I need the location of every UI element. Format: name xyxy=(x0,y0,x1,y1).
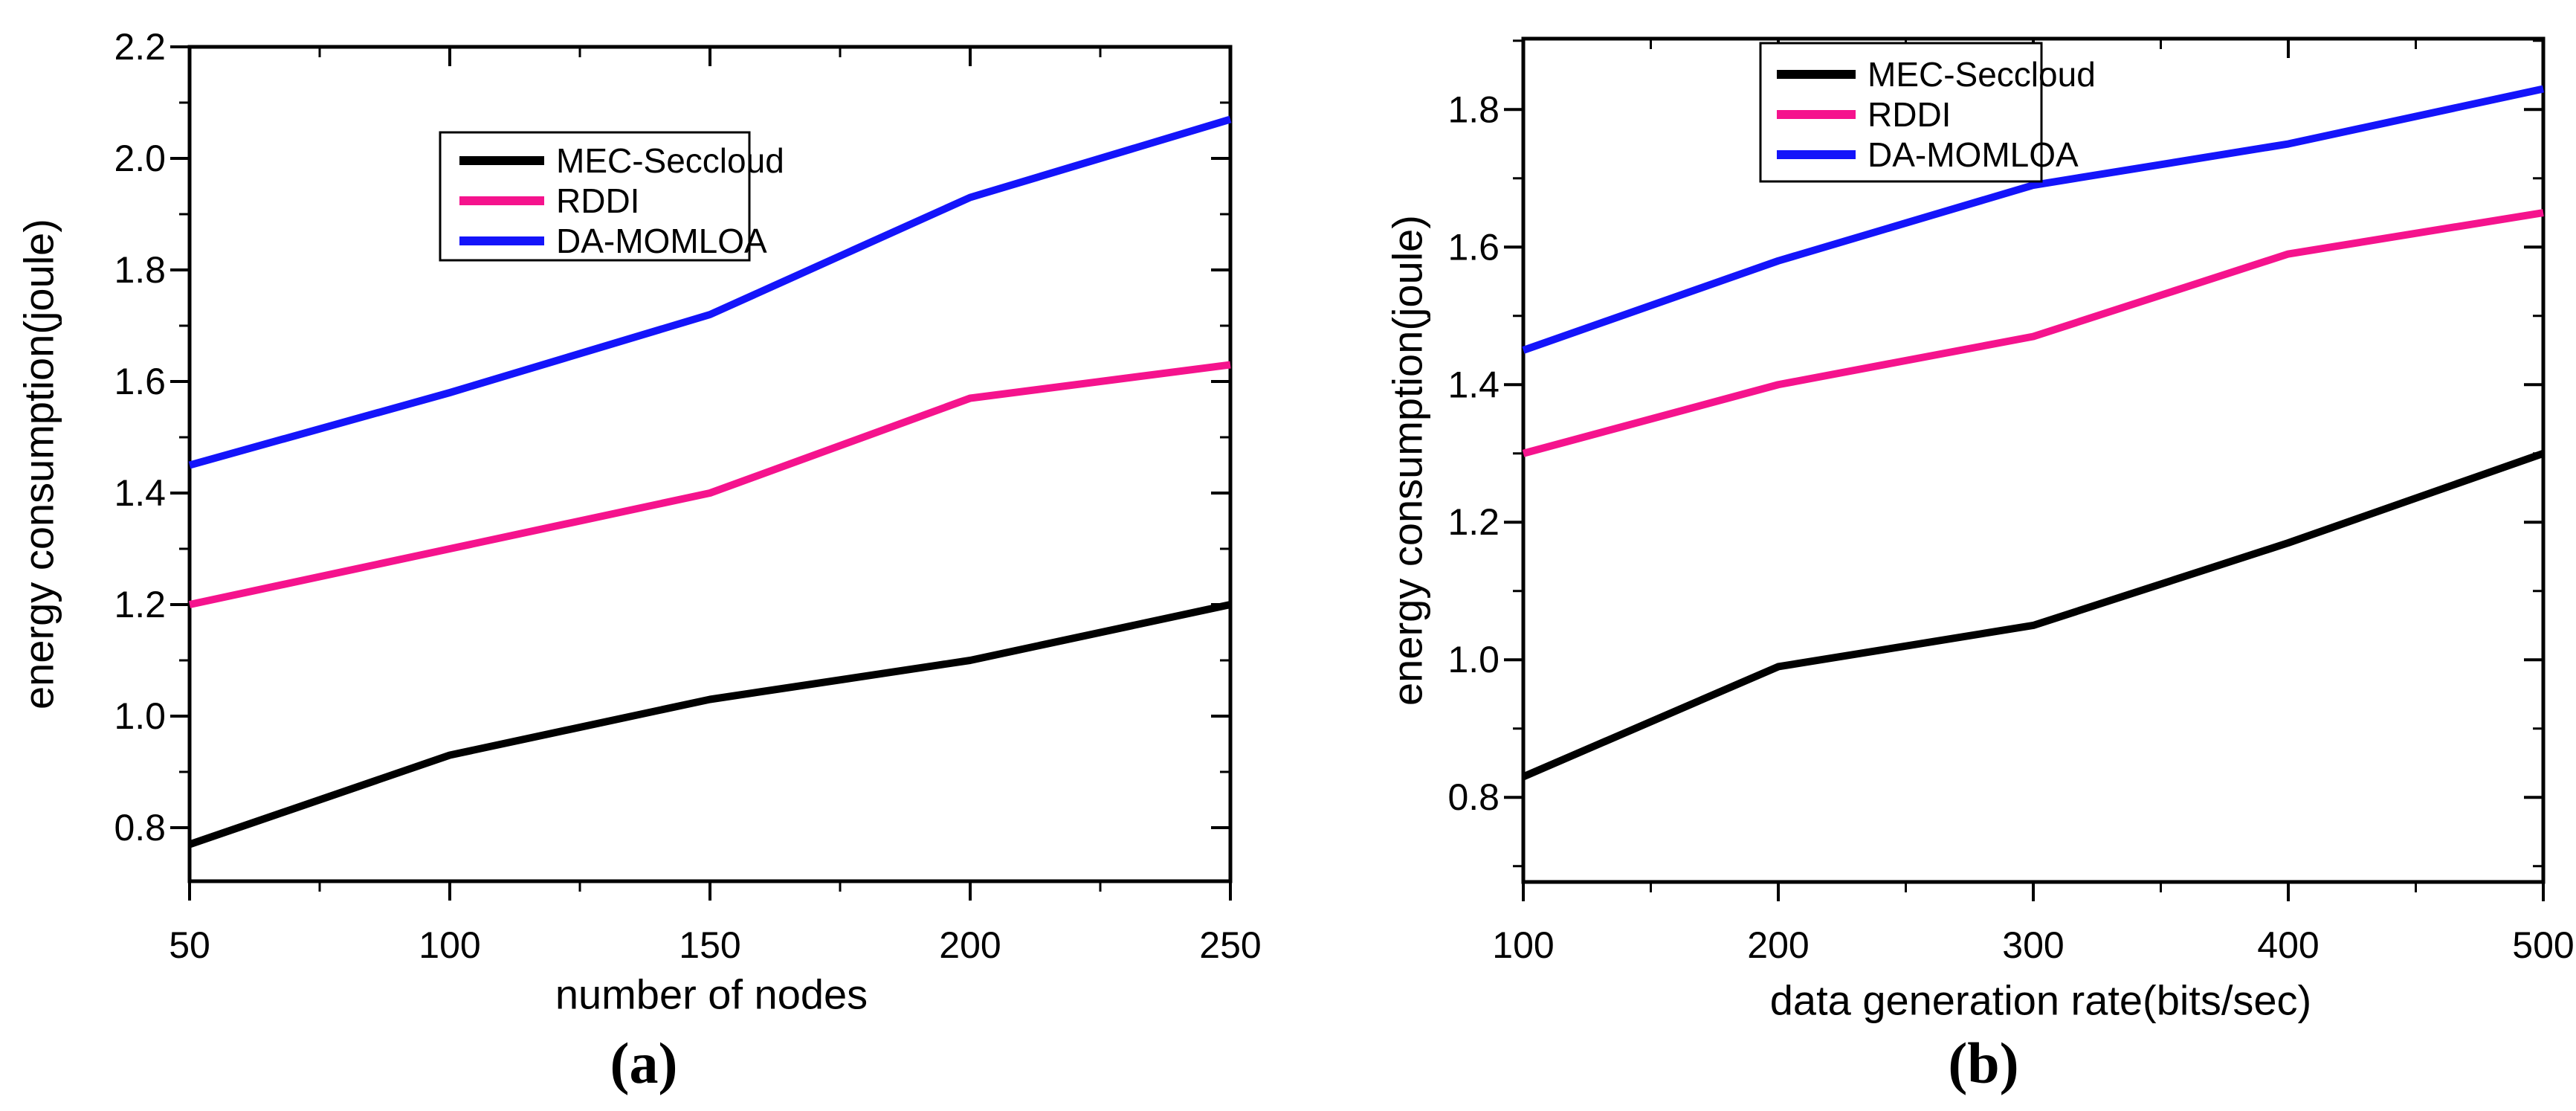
series-line-rddi xyxy=(1522,209,2544,457)
y-tick-label: 2.0 xyxy=(114,138,166,179)
x-tick-label: 500 xyxy=(2512,924,2574,966)
y-tick-label: 1.0 xyxy=(114,695,166,737)
y-tick-label: 2.2 xyxy=(114,26,166,68)
legend-label-mec-seccloud: MEC-Seccloud xyxy=(1868,55,2096,94)
panel-caption-a: (a) xyxy=(610,1031,678,1095)
x-tick-label: 300 xyxy=(2002,924,2064,966)
legend-label-rddi: RDDI xyxy=(1868,95,1951,134)
legend-label-da-momloa: DA-MOMLOA xyxy=(1868,135,2079,174)
x-tick-label: 400 xyxy=(2257,924,2319,966)
y-tick-label: 1.6 xyxy=(114,361,166,402)
y-tick-label: 1.8 xyxy=(114,249,166,291)
y-tick-label: 1.0 xyxy=(1447,639,1500,680)
series-line-mec-seccloud xyxy=(188,601,1232,848)
x-axis-title-a: number of nodes xyxy=(555,970,868,1018)
y-tick-label: 1.4 xyxy=(114,472,166,514)
series-line-rddi xyxy=(188,361,1231,608)
legend-label-mec-seccloud: MEC-Seccloud xyxy=(556,141,784,180)
x-tick-label: 100 xyxy=(1492,924,1554,966)
x-tick-label: 100 xyxy=(419,924,480,966)
y-axis-title-a: energy consumption(joule) xyxy=(15,219,62,709)
panel-caption-b: (b) xyxy=(1948,1031,2019,1095)
series-line-da-momloa xyxy=(1522,85,2545,354)
x-axis-title-b: data generation rate(bits/sec) xyxy=(1769,976,2312,1024)
y-tick-label: 1.4 xyxy=(1447,364,1500,405)
x-tick-label: 250 xyxy=(1199,924,1261,966)
legend-label-rddi: RDDI xyxy=(556,181,639,220)
y-tick-label: 1.2 xyxy=(114,584,166,625)
x-tick-label: 200 xyxy=(1747,924,1809,966)
y-tick-label: 0.8 xyxy=(1447,776,1500,818)
series-line-da-momloa xyxy=(188,115,1232,469)
y-tick-label: 1.2 xyxy=(1447,501,1500,543)
y-tick-label: 1.8 xyxy=(1447,88,1500,130)
x-tick-label: 150 xyxy=(679,924,740,966)
legend-label-da-momloa: DA-MOMLOA xyxy=(556,222,767,260)
series-line-mec-seccloud xyxy=(1522,450,2545,781)
x-tick-label: 200 xyxy=(939,924,1001,966)
y-tick-label: 0.8 xyxy=(114,807,166,848)
x-tick-label: 50 xyxy=(169,924,210,966)
y-tick-label: 1.6 xyxy=(1447,226,1500,268)
y-axis-title-b: energy consumption(joule) xyxy=(1384,215,1431,706)
